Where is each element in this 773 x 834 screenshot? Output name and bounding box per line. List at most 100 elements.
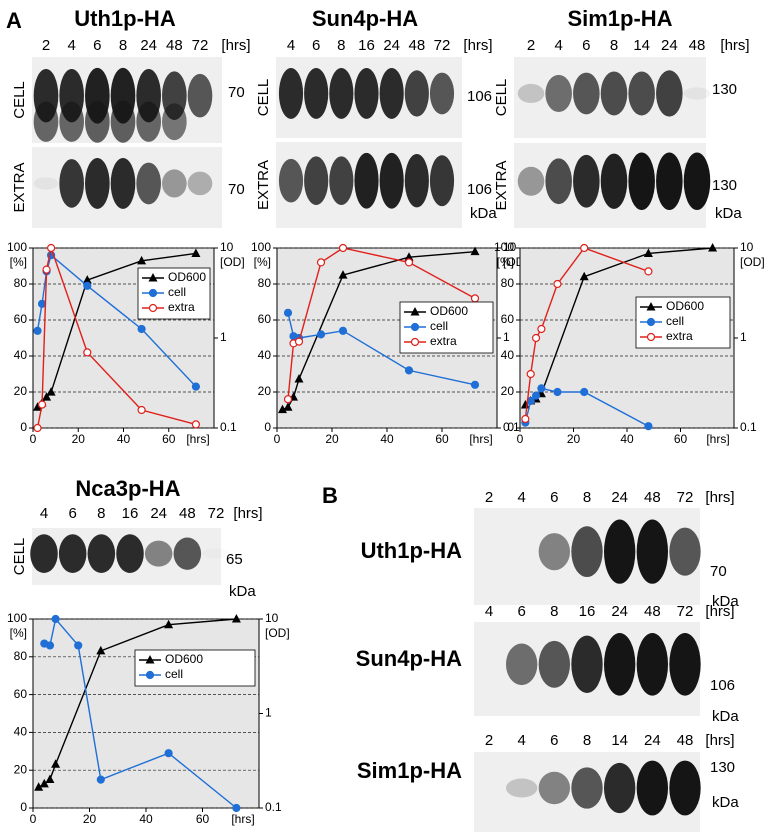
lane-label: 4: [517, 489, 525, 506]
y2-tick-label: 10: [220, 240, 234, 254]
blot-band: [571, 767, 603, 809]
x-tick-label: 0: [517, 432, 524, 446]
blot-band: [278, 158, 304, 203]
y-tick-label: 0: [20, 420, 27, 434]
y2-tick-label: 1: [503, 330, 510, 344]
data-point: [83, 281, 92, 290]
data-point: [470, 380, 480, 389]
lane-label: 4: [287, 37, 295, 54]
data-point: [294, 374, 304, 383]
data-point: [137, 405, 146, 415]
size-marker: 130: [712, 177, 737, 194]
y-tick-label: 100: [251, 240, 271, 254]
legend-marker: [145, 670, 155, 680]
legend-label: cell: [666, 314, 684, 328]
lane-label: 6: [68, 505, 76, 522]
lane-label: 4: [554, 37, 562, 54]
x-tick-label: 60: [435, 432, 449, 446]
data-point: [470, 246, 480, 256]
data-point: [283, 395, 293, 404]
legend-marker: [148, 303, 158, 313]
blot-band: [33, 177, 59, 190]
blot-band: [162, 103, 187, 141]
data-point: [137, 255, 147, 265]
y2-tick-label: 1: [265, 706, 272, 720]
data-point: [51, 759, 61, 768]
data-point: [316, 330, 326, 339]
legend-label: cell: [168, 285, 186, 299]
blot-band: [669, 527, 701, 576]
y2-tick-label: 0.1: [220, 420, 237, 434]
y-axis-label: [%]: [254, 255, 271, 269]
data-point: [470, 294, 480, 303]
blot-band: [33, 101, 59, 142]
x-tick-label: 0: [30, 812, 37, 826]
lane-label: 2: [485, 732, 493, 749]
y-tick-label: 100: [7, 240, 27, 254]
lane-label: 72: [208, 505, 225, 522]
size-unit: kDa: [712, 593, 739, 610]
lane-label: 4: [40, 505, 48, 522]
blot-band: [628, 152, 655, 211]
blot-band: [162, 169, 187, 198]
size-marker: 65: [226, 551, 243, 568]
blot-band: [144, 540, 173, 567]
data-point: [191, 382, 200, 391]
blot-band: [354, 152, 379, 209]
blot-band: [538, 771, 571, 805]
data-point: [33, 326, 42, 335]
data-point: [191, 248, 201, 257]
lane-label: 72: [677, 603, 694, 620]
lane-label: 24: [150, 505, 167, 522]
y2-tick-label: 10: [265, 611, 279, 625]
blot-band: [404, 70, 429, 117]
blot-band: [545, 158, 572, 205]
size-unit: kDa: [229, 583, 256, 600]
data-point: [37, 299, 47, 308]
x-tick-label: 40: [380, 432, 394, 446]
blot-band: [669, 632, 701, 696]
x-tick-label: 60: [196, 812, 210, 826]
legend-marker: [410, 307, 420, 316]
blot-title: Sim1p-HA: [567, 6, 672, 31]
lane-label: 8: [119, 37, 127, 54]
data-point: [232, 803, 241, 813]
x-tick-label: 20: [83, 812, 97, 826]
lane-label: 8: [610, 37, 618, 54]
blot-band: [329, 68, 354, 119]
y-tick-label: 60: [14, 687, 28, 701]
y2-axis-label: [OD]: [220, 255, 245, 269]
legend-label: extra: [168, 300, 195, 314]
blot-band: [517, 166, 545, 196]
lane-label: 48: [689, 37, 706, 54]
lane-label: 48: [644, 603, 661, 620]
y-tick-label: 40: [14, 725, 28, 739]
blot-title: Sun4p-HA: [312, 6, 418, 31]
blot-band: [573, 72, 600, 115]
lane-label: 8: [583, 732, 591, 749]
data-point: [96, 775, 105, 784]
lane-label: 14: [633, 37, 650, 54]
blot-band: [571, 526, 603, 578]
data-point: [404, 258, 414, 267]
blot-band: [187, 73, 213, 118]
row-label: CELL: [11, 81, 28, 119]
y-tick-label: 0: [20, 800, 27, 814]
blot-band: [603, 762, 636, 814]
legend-label: cell: [430, 319, 448, 333]
blot-band: [85, 100, 110, 143]
blot-band: [379, 152, 404, 209]
blot-band: [304, 156, 329, 205]
lane-label: 6: [582, 37, 590, 54]
blot-band: [59, 101, 84, 142]
lane-label: 8: [97, 505, 105, 522]
blot-band: [110, 100, 136, 143]
data-point: [283, 308, 293, 317]
data-point: [164, 749, 173, 758]
lane-label: 4: [67, 37, 75, 54]
data-point: [521, 414, 530, 424]
data-point: [526, 369, 535, 379]
lane-label: 8: [337, 37, 345, 54]
time-unit: [hrs]: [705, 732, 734, 749]
